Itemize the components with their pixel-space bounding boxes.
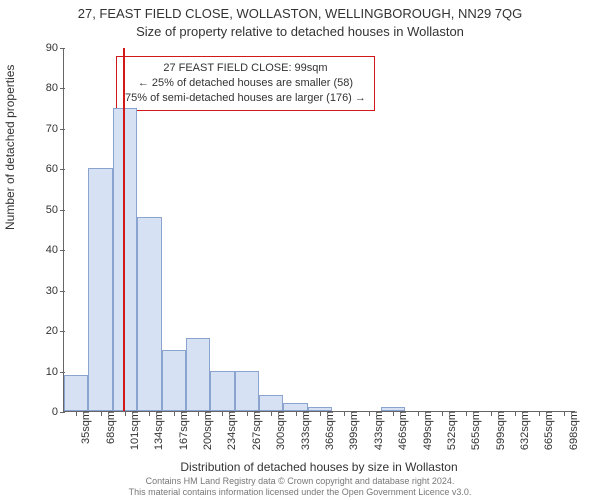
annotation-line-1: 27 FEAST FIELD CLOSE: 99sqm: [125, 61, 366, 76]
x-tick: 466sqm: [389, 411, 409, 450]
y-tick: 50: [46, 204, 64, 216]
histogram-bar: [186, 338, 210, 411]
x-tick: 698sqm: [560, 411, 580, 450]
histogram-bar: [64, 375, 88, 411]
y-tick: 30: [46, 285, 64, 297]
x-tick: 101sqm: [121, 411, 141, 450]
histogram-bar: [162, 350, 186, 411]
x-tick: 366sqm: [316, 411, 336, 450]
histogram-bar: [137, 217, 161, 411]
y-tick: 70: [46, 123, 64, 135]
x-tick: 333sqm: [292, 411, 312, 450]
x-tick: 532sqm: [438, 411, 458, 450]
x-tick: 267sqm: [243, 411, 263, 450]
x-tick: 234sqm: [218, 411, 238, 450]
histogram-bar: [259, 395, 283, 411]
histogram-bar: [235, 371, 259, 411]
y-axis-label: Number of detached properties: [3, 65, 17, 230]
x-tick: 35sqm: [72, 411, 92, 444]
x-tick: 433sqm: [365, 411, 385, 450]
y-tick: 90: [46, 42, 64, 54]
footer-line-1: Contains HM Land Registry data © Crown c…: [0, 476, 600, 487]
y-tick: 10: [46, 366, 64, 378]
x-tick: 300sqm: [267, 411, 287, 450]
x-tick: 499sqm: [414, 411, 434, 450]
annotation-line-2: ← 25% of detached houses are smaller (58…: [125, 76, 366, 91]
page-title-sub: Size of property relative to detached ho…: [0, 24, 600, 39]
y-tick: 60: [46, 163, 64, 175]
footer-attribution: Contains HM Land Registry data © Crown c…: [0, 476, 600, 498]
x-tick: 399sqm: [340, 411, 360, 450]
x-tick: 134sqm: [145, 411, 165, 450]
histogram-bar: [88, 168, 112, 411]
x-tick: 599sqm: [487, 411, 507, 450]
x-tick: 565sqm: [462, 411, 482, 450]
x-tick: 200sqm: [194, 411, 214, 450]
y-tick: 20: [46, 325, 64, 337]
page-title-address: 27, FEAST FIELD CLOSE, WOLLASTON, WELLIN…: [0, 6, 600, 21]
x-tick: 167sqm: [170, 411, 190, 450]
x-tick: 632sqm: [511, 411, 531, 450]
footer-line-2: This material contains information licen…: [0, 487, 600, 498]
y-tick: 0: [52, 406, 64, 418]
x-tick: 665sqm: [535, 411, 555, 450]
reference-line: [123, 48, 125, 411]
y-tick: 40: [46, 244, 64, 256]
annotation-line-3: 75% of semi-detached houses are larger (…: [125, 91, 366, 106]
histogram-bar: [283, 403, 307, 411]
x-tick: 68sqm: [97, 411, 117, 444]
histogram-bar: [210, 371, 234, 411]
y-tick: 80: [46, 82, 64, 94]
annotation-box: 27 FEAST FIELD CLOSE: 99sqm ← 25% of det…: [116, 56, 375, 111]
histogram-plot-area: 27 FEAST FIELD CLOSE: 99sqm ← 25% of det…: [63, 48, 575, 412]
x-axis-label: Distribution of detached houses by size …: [63, 460, 575, 474]
